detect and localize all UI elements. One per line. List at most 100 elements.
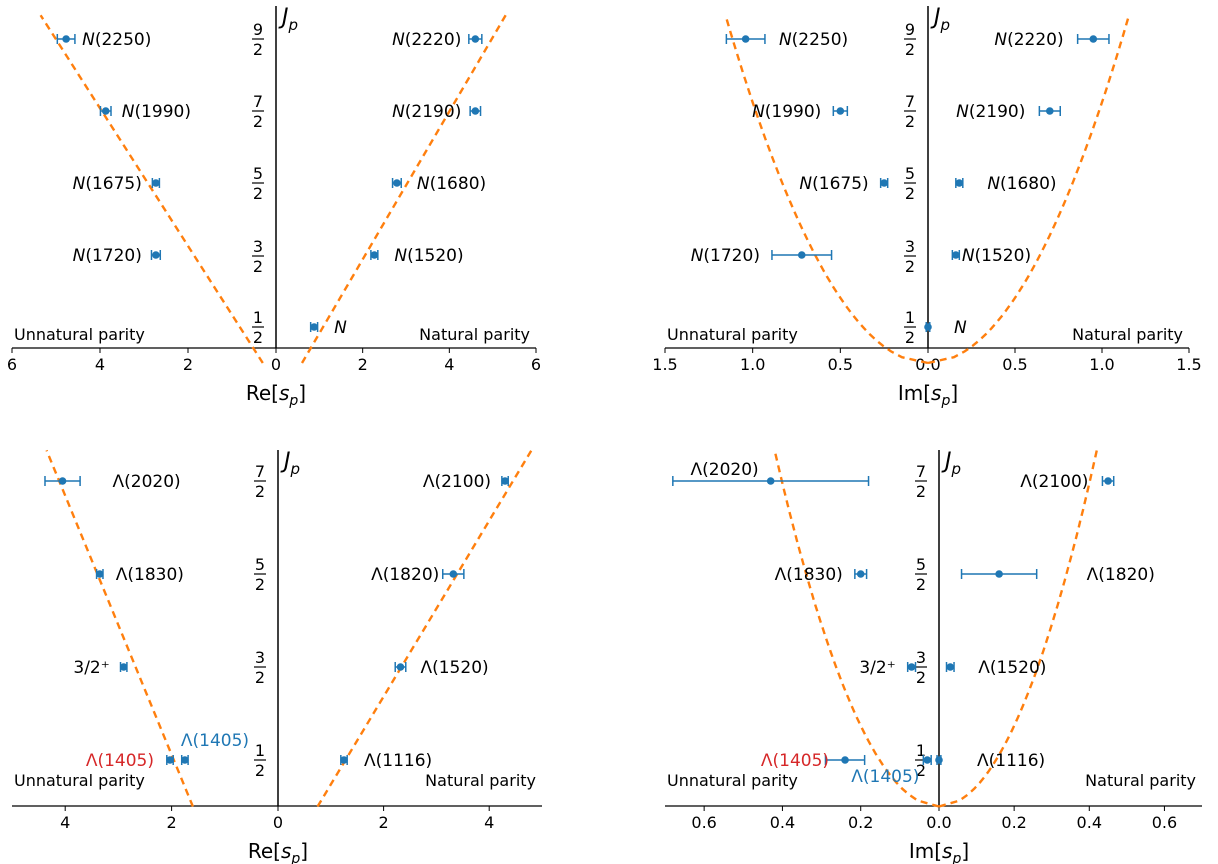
y-axis-label: Jp bbox=[941, 449, 961, 478]
y-tick-denominator: 2 bbox=[255, 668, 265, 687]
x-axis-label: Re[sp] bbox=[246, 381, 306, 409]
point-label: N(1675) bbox=[73, 174, 142, 194]
x-tick-label: 4 bbox=[60, 813, 70, 832]
x-tick-label: 0.4 bbox=[1077, 813, 1102, 832]
x-tick-label: 1.0 bbox=[740, 355, 765, 374]
point-marker bbox=[856, 570, 865, 578]
point-marker bbox=[1089, 35, 1098, 43]
point-label: Λ(1520) bbox=[420, 658, 488, 678]
data-point: Λ(1116) bbox=[340, 751, 432, 771]
point-label: Λ(1405) bbox=[181, 731, 249, 751]
natural-parity-label: Natural parity bbox=[419, 325, 530, 344]
point-label: Λ(1830) bbox=[775, 565, 843, 585]
chart-panel-4: 0.6 0.4 0.2 0.0 0.2 0.4 0.6Im[sp]Jp12325272Unn… bbox=[665, 449, 1202, 864]
point-marker bbox=[841, 756, 849, 764]
point-marker bbox=[952, 251, 960, 259]
x-tick-label: 1.5 bbox=[1176, 355, 1201, 374]
data-point: Λ(1830) bbox=[775, 565, 868, 585]
point-label: N(1680) bbox=[987, 174, 1056, 194]
y-tick-numerator: 5 bbox=[255, 555, 265, 574]
point-marker bbox=[181, 756, 189, 764]
point-marker bbox=[797, 251, 806, 259]
x-tick-label: 4 bbox=[484, 813, 494, 832]
point-marker bbox=[766, 477, 775, 485]
data-point: Λ(1405) bbox=[181, 731, 249, 765]
fit-curve-natural bbox=[927, 14, 1131, 365]
data-point: Λ(1820) bbox=[371, 565, 465, 585]
y-tick-numerator: 7 bbox=[905, 92, 915, 111]
point-marker bbox=[393, 179, 401, 187]
y-tick-numerator: 7 bbox=[255, 462, 265, 481]
point-label: N(1675) bbox=[799, 174, 868, 194]
y-tick-denominator: 2 bbox=[253, 184, 263, 203]
y-tick-label: 52 bbox=[254, 555, 266, 594]
x-tick-label: 1.0 bbox=[1089, 355, 1114, 374]
point-marker bbox=[166, 756, 174, 764]
y-tick-numerator: 9 bbox=[905, 20, 915, 39]
point-label: N(1990) bbox=[122, 102, 191, 122]
point-marker bbox=[471, 35, 480, 43]
y-tick-denominator: 2 bbox=[905, 328, 915, 347]
data-point: N(1675) bbox=[73, 174, 161, 194]
y-tick-denominator: 2 bbox=[916, 575, 926, 594]
natural-parity-label: Natural parity bbox=[1085, 771, 1196, 790]
point-label: N(1520) bbox=[962, 246, 1031, 266]
data-point: N bbox=[309, 318, 347, 338]
point-label: Λ(1116) bbox=[977, 751, 1045, 771]
point-marker bbox=[880, 179, 888, 187]
point-label: Λ(1405) bbox=[86, 751, 154, 771]
point-marker bbox=[62, 35, 70, 43]
point-label: N(2190) bbox=[956, 102, 1025, 122]
data-point: N(1680) bbox=[391, 174, 486, 194]
data-point: Λ(2100) bbox=[423, 472, 509, 492]
unnatural-parity-label: Unnatural parity bbox=[667, 771, 798, 790]
fit-line-unnatural bbox=[45, 449, 194, 807]
point-label: Λ(2020) bbox=[691, 460, 759, 480]
point-label: N(2220) bbox=[994, 30, 1063, 50]
y-tick-label: 92 bbox=[252, 20, 264, 59]
y-tick-label: 32 bbox=[254, 648, 266, 687]
x-tick-label: 0.0 bbox=[915, 355, 940, 374]
y-tick-numerator: 3 bbox=[905, 237, 915, 256]
fit-curve-natural bbox=[938, 450, 1098, 808]
y-tick-label: 32 bbox=[252, 237, 264, 276]
point-label: 3/2⁺ bbox=[859, 658, 895, 678]
data-point: N(1520) bbox=[370, 246, 464, 266]
y-tick-label: 32 bbox=[915, 648, 927, 687]
point-label: Λ(1520) bbox=[978, 658, 1046, 678]
data-point: N(1720) bbox=[691, 246, 833, 266]
x-tick-label: 0 bbox=[271, 355, 281, 374]
point-label: N(2220) bbox=[392, 30, 461, 50]
point-marker bbox=[310, 323, 318, 331]
data-point: Λ(1820) bbox=[960, 565, 1155, 585]
y-tick-numerator: 3 bbox=[253, 237, 263, 256]
data-point: Λ(1405) bbox=[86, 751, 174, 771]
y-tick-label: 32 bbox=[904, 237, 916, 276]
point-marker bbox=[935, 756, 943, 764]
fit-curve-unnatural bbox=[773, 450, 940, 808]
y-tick-numerator: 3 bbox=[916, 648, 926, 667]
x-tick-label: 0.5 bbox=[828, 355, 853, 374]
data-point: N(1680) bbox=[955, 174, 1057, 194]
point-label: N(1720) bbox=[73, 246, 142, 266]
x-tick-label: 0 bbox=[273, 813, 283, 832]
x-axis-label: Im[sp] bbox=[898, 381, 958, 409]
y-tick-denominator: 2 bbox=[905, 40, 915, 59]
point-label: Λ(1820) bbox=[371, 565, 439, 585]
x-tick-label: 0.6 bbox=[691, 813, 716, 832]
data-point: Λ(1830) bbox=[95, 565, 184, 585]
data-point: N(2220) bbox=[392, 30, 483, 50]
y-tick-denominator: 2 bbox=[255, 761, 265, 780]
y-tick-numerator: 9 bbox=[253, 20, 263, 39]
point-marker bbox=[1104, 477, 1112, 485]
point-marker bbox=[923, 756, 932, 764]
data-point: N(2190) bbox=[956, 102, 1061, 122]
y-tick-label: 52 bbox=[904, 164, 916, 203]
y-tick-numerator: 7 bbox=[916, 462, 926, 481]
y-tick-label: 72 bbox=[915, 462, 927, 501]
data-point: N(1720) bbox=[73, 246, 162, 266]
y-tick-label: 72 bbox=[904, 92, 916, 131]
data-point: Λ(1116) bbox=[935, 751, 1045, 771]
point-marker bbox=[101, 107, 110, 115]
